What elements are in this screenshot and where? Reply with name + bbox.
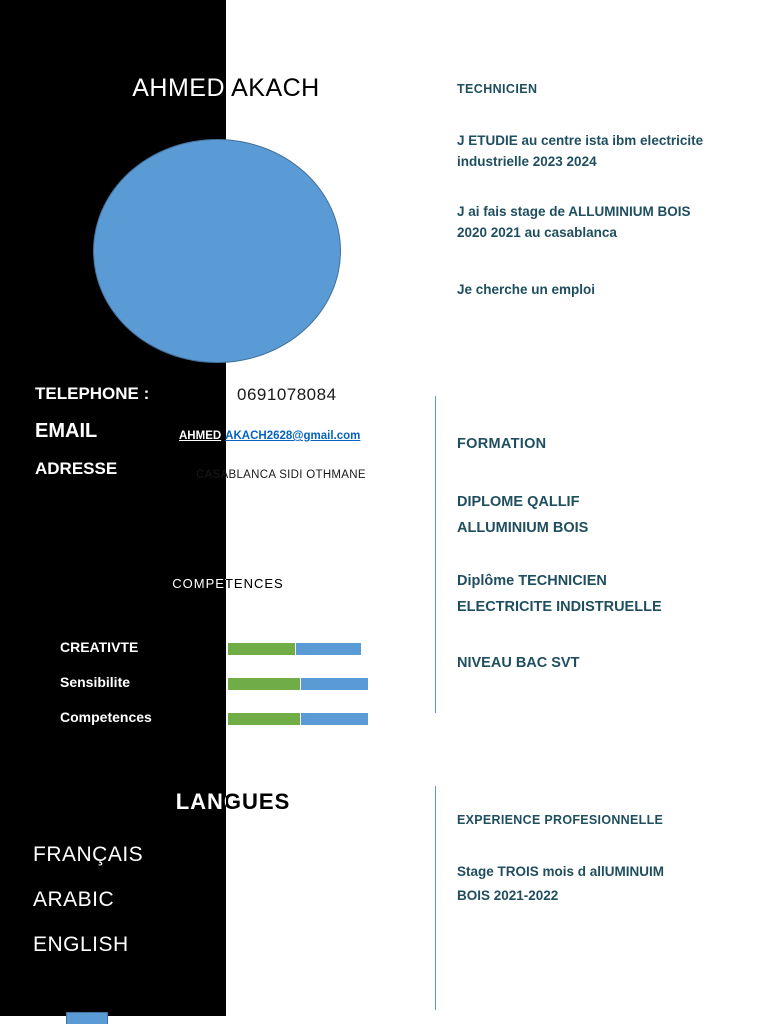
skill-bar [228, 678, 368, 690]
adresse-value: CASABLANCA SIDI OTHMANE [196, 469, 366, 481]
telephone-value: 0691078084 [237, 385, 337, 404]
profile-paragraph: J ai fais stage de ALLUMINIUM BOIS 2020 … [457, 204, 691, 240]
language-item-francais: FRANÇAIS [33, 843, 144, 866]
email-link-prefix: AHMED [179, 430, 222, 442]
adresse-label: ADRESSE [35, 459, 118, 478]
profile-paragraph: Je cherche un emploi [457, 282, 596, 297]
formation-item: NIVEAU BAC SVT [457, 655, 580, 671]
skill-label: Competences [60, 709, 152, 725]
skill-bar-blue-segment [301, 678, 368, 690]
profile-paragraph: J ETUDIE au centre ista ibm electricite … [457, 133, 704, 169]
formation-item: Diplôme TECHNICIEN ELECTRICITE INDISTRUE… [457, 573, 662, 615]
profile-photo-placeholder [93, 139, 341, 363]
skill-bar-green-segment [228, 713, 300, 725]
footer-accent-bar [66, 1012, 108, 1024]
email-link[interactable]: AHMED AKACH2628@gmail.com [179, 430, 360, 442]
experience-heading: EXPERIENCE PROFESIONNELLE [457, 813, 664, 827]
language-item-arabic: ARABIC [33, 888, 115, 911]
skill-bar-blue-segment [296, 643, 361, 655]
skill-bar [228, 713, 368, 725]
formation-divider-line [435, 396, 436, 713]
skill-bar [228, 643, 361, 655]
skill-label: Sensibilite [60, 674, 131, 690]
language-item-english: ENGLISH [33, 933, 129, 956]
formation-heading: FORMATION [457, 436, 547, 452]
experience-divider-line [435, 786, 436, 1010]
experience-item: Stage TROIS mois d allUMINUIM BOIS 2021-… [457, 864, 665, 903]
telephone-label: TELEPHONE : [35, 384, 150, 403]
profile-title: TECHNICIEN [457, 82, 538, 96]
langues-heading: LANGUES [175, 789, 291, 814]
skill-label: CREATIVTE [60, 639, 139, 655]
email-label: EMAIL [35, 420, 98, 442]
skill-bar-green-segment [228, 678, 300, 690]
name-heading: AHMED AKACH [132, 74, 320, 102]
formation-item: DIPLOME QALLIF ALLUMINIUM BOIS [457, 494, 589, 536]
competences-heading: COMPETENCES [172, 576, 284, 591]
skill-bar-blue-segment [301, 713, 368, 725]
skill-bar-green-segment [228, 643, 295, 655]
email-link-address: AKACH2628@gmail.com [225, 430, 361, 442]
